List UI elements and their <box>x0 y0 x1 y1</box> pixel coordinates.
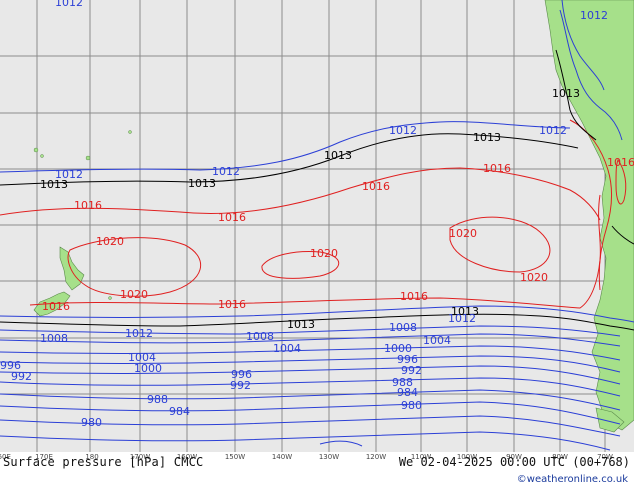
isobar-label: 1008 <box>389 321 417 334</box>
isobar-label: 1013 <box>451 305 479 318</box>
isobar-labels: 1012 1012 1012 1012 1012 1012 1013 1013 … <box>0 0 634 429</box>
isobar-label: 1013 <box>287 318 315 331</box>
longitude-tick: 180 <box>85 453 99 461</box>
isobars-1013 <box>0 49 634 331</box>
isobar-label: 1008 <box>246 330 274 343</box>
isobar-label: 988 <box>147 393 168 406</box>
isobar-label: 980 <box>401 399 422 412</box>
isobar-label: 1008 <box>40 332 68 345</box>
isobar-label: 1016 <box>74 199 102 212</box>
map-title: Surface pressure [hPa] CMCC <box>3 455 204 469</box>
longitude-tick: 100W <box>456 453 478 461</box>
isobar-label: 992 <box>401 364 422 377</box>
isobar-label: 1020 <box>449 227 477 240</box>
longitude-tick: 120W <box>365 453 387 461</box>
isobar-label: 1012 <box>212 165 240 178</box>
isobar-label: 996 <box>397 353 418 366</box>
isobar-label: 1004 <box>128 351 156 364</box>
longitude-tick: 160W <box>176 453 198 461</box>
longitude-tick: 80W <box>552 453 568 461</box>
isobar-label: 1020 <box>520 271 548 284</box>
isobars-high <box>0 119 627 309</box>
longitude-tick: 150W <box>224 453 246 461</box>
isobar-label: 992 <box>230 379 251 392</box>
isobar-label: 1012 <box>389 124 417 137</box>
isobar-label: 1012 <box>448 312 476 325</box>
isobar-label: 984 <box>397 386 418 399</box>
isobar-label: 1012 <box>580 9 608 22</box>
isobar-label: 1000 <box>384 342 412 355</box>
longitude-tick: 170E <box>35 453 53 461</box>
isobar-label: 1013 <box>188 177 216 190</box>
longitude-tick: 130W <box>318 453 340 461</box>
isobar-label: 996 <box>0 359 21 372</box>
longitude-tick: 160E <box>0 453 11 461</box>
isobar-label: 1012 <box>55 0 83 9</box>
longitude-tick: 90W <box>506 453 522 461</box>
longitude-tick: 70W <box>597 453 613 461</box>
map-canvas: 1012 1012 1012 1012 1012 1012 1013 1013 … <box>0 0 634 452</box>
longitude-tick: 170W <box>129 453 151 461</box>
isobar-label: 980 <box>81 416 102 429</box>
isobar-label: 1012 <box>125 327 153 340</box>
isobar-label: 1016 <box>218 211 246 224</box>
isobar-label: 1004 <box>423 334 451 347</box>
isobar-label: 1016 <box>607 156 634 169</box>
pacific-islands <box>33 130 132 300</box>
isobar-label: 1013 <box>40 178 68 191</box>
isobars-low <box>0 0 634 451</box>
isobar-label: 984 <box>169 405 190 418</box>
isobar-label: 1016 <box>400 290 428 303</box>
footer-bar <box>0 452 634 490</box>
valid-time: We 02-04-2025 00:00 UTC (00+768) <box>398 455 630 469</box>
longitude-tick: 140W <box>271 453 293 461</box>
isobar-label: 1012 <box>539 124 567 137</box>
isobar-label: 1000 <box>134 362 162 375</box>
site-credit[interactable]: ©weatheronline.co.uk <box>516 474 628 485</box>
isobar-label: 1020 <box>120 288 148 301</box>
isobar-label: 996 <box>231 368 252 381</box>
isobar-label: 1016 <box>362 180 390 193</box>
isobar-label: 1016 <box>218 298 246 311</box>
isobar-label: 1013 <box>324 149 352 162</box>
isobar-label: 1016 <box>483 162 511 175</box>
isobar-label: 992 <box>11 370 32 383</box>
isobar-label: 988 <box>392 376 413 389</box>
longitude-tick: 110W <box>410 453 432 461</box>
isobar-label: 1020 <box>96 235 124 248</box>
isobar-label: 1012 <box>55 168 83 181</box>
isobar-label: 1013 <box>473 131 501 144</box>
isobar-label: 1016 <box>42 300 70 313</box>
ocean-background <box>0 0 634 452</box>
tierra-del-fuego-land <box>595 407 625 433</box>
isobar-label: 1020 <box>310 247 338 260</box>
isobar-label: 1013 <box>552 87 580 100</box>
isobar-label: 1004 <box>273 342 301 355</box>
